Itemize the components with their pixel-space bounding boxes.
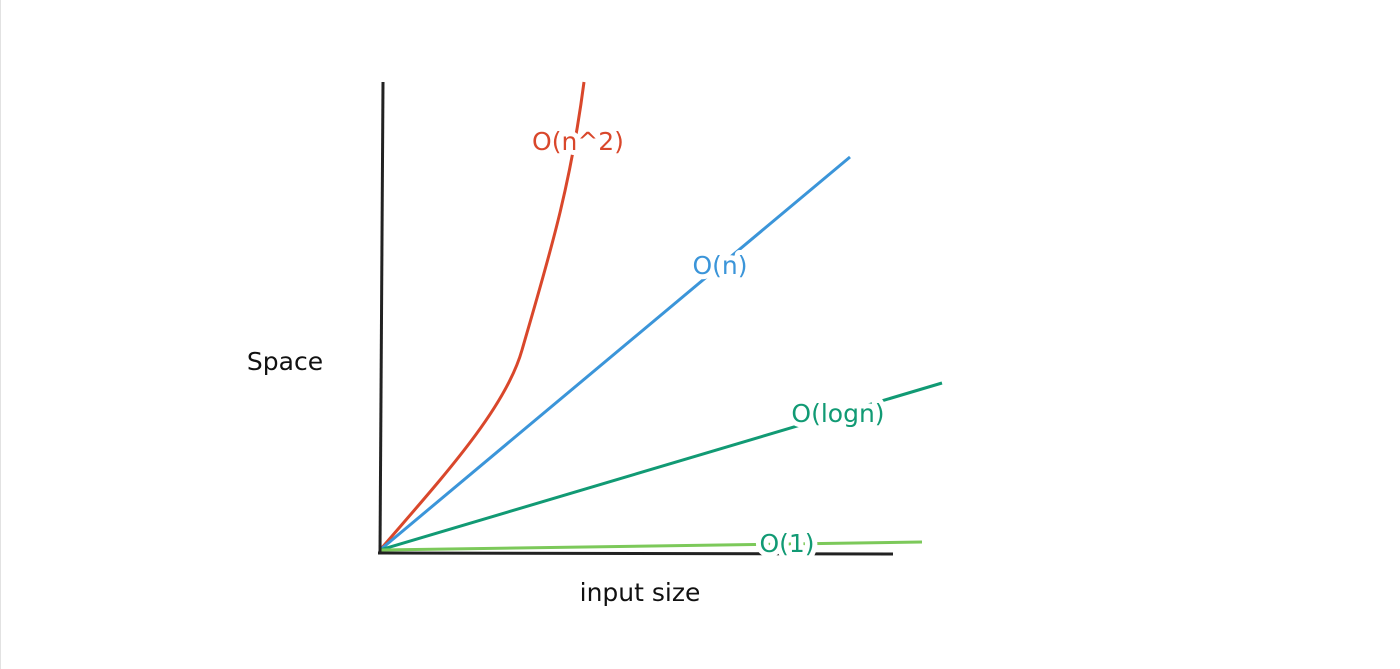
curve-linear xyxy=(379,155,851,552)
x-axis-label: input size xyxy=(580,578,701,607)
x-axis xyxy=(377,551,894,556)
curve-label: O(n^2) xyxy=(532,127,624,156)
curve-log xyxy=(379,381,943,552)
curve-label: O(n) xyxy=(692,251,747,280)
y-axis-label: Space xyxy=(247,347,323,376)
y-axis xyxy=(378,81,385,554)
curve-quadratic xyxy=(378,81,586,551)
curve-label: O(1) xyxy=(759,529,814,558)
curve-constant xyxy=(379,540,923,552)
curve-label: O(logn) xyxy=(791,399,884,428)
